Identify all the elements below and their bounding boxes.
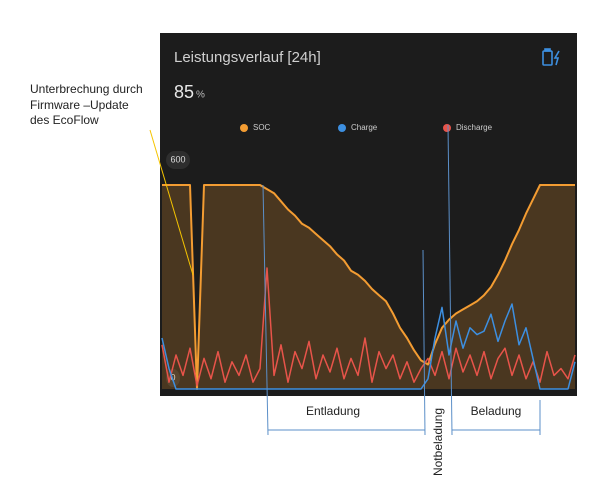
annotation-text: Beladung — [471, 404, 522, 418]
annotation-text: Firmware –Update — [30, 98, 129, 112]
y-tick-label: 0 — [170, 372, 175, 382]
y-tick-pill — [166, 151, 190, 169]
annotation-text: Unterbrechung durch — [30, 82, 143, 96]
legend-swatch — [240, 124, 248, 132]
annotation-arrow — [149, 129, 194, 276]
current-unit: % — [196, 90, 205, 101]
legend-label: Discharge — [456, 123, 493, 132]
legend-swatch — [338, 124, 346, 132]
series-line — [162, 184, 575, 390]
annotation-text: des EcoFlow — [30, 113, 99, 127]
legend: SOC Charge Discharge — [240, 123, 493, 132]
legend-label: SOC — [253, 123, 271, 132]
legend-label: Charge — [351, 123, 378, 132]
battery-icon — [542, 48, 560, 66]
current-value: 85 — [174, 82, 194, 102]
annotation-lines — [262, 124, 541, 436]
card — [160, 33, 577, 396]
y-tick-label: 600 — [170, 154, 185, 164]
annotation-text: Notbeladung — [431, 408, 445, 476]
plot: 0 600 — [161, 151, 576, 390]
series-line — [161, 267, 576, 387]
legend-swatch — [443, 124, 451, 132]
card-title: Leistungsverlauf [24h] — [174, 49, 321, 66]
annotation-text: Entladung — [306, 404, 360, 418]
soc-area — [162, 185, 575, 389]
series-line — [161, 303, 576, 390]
